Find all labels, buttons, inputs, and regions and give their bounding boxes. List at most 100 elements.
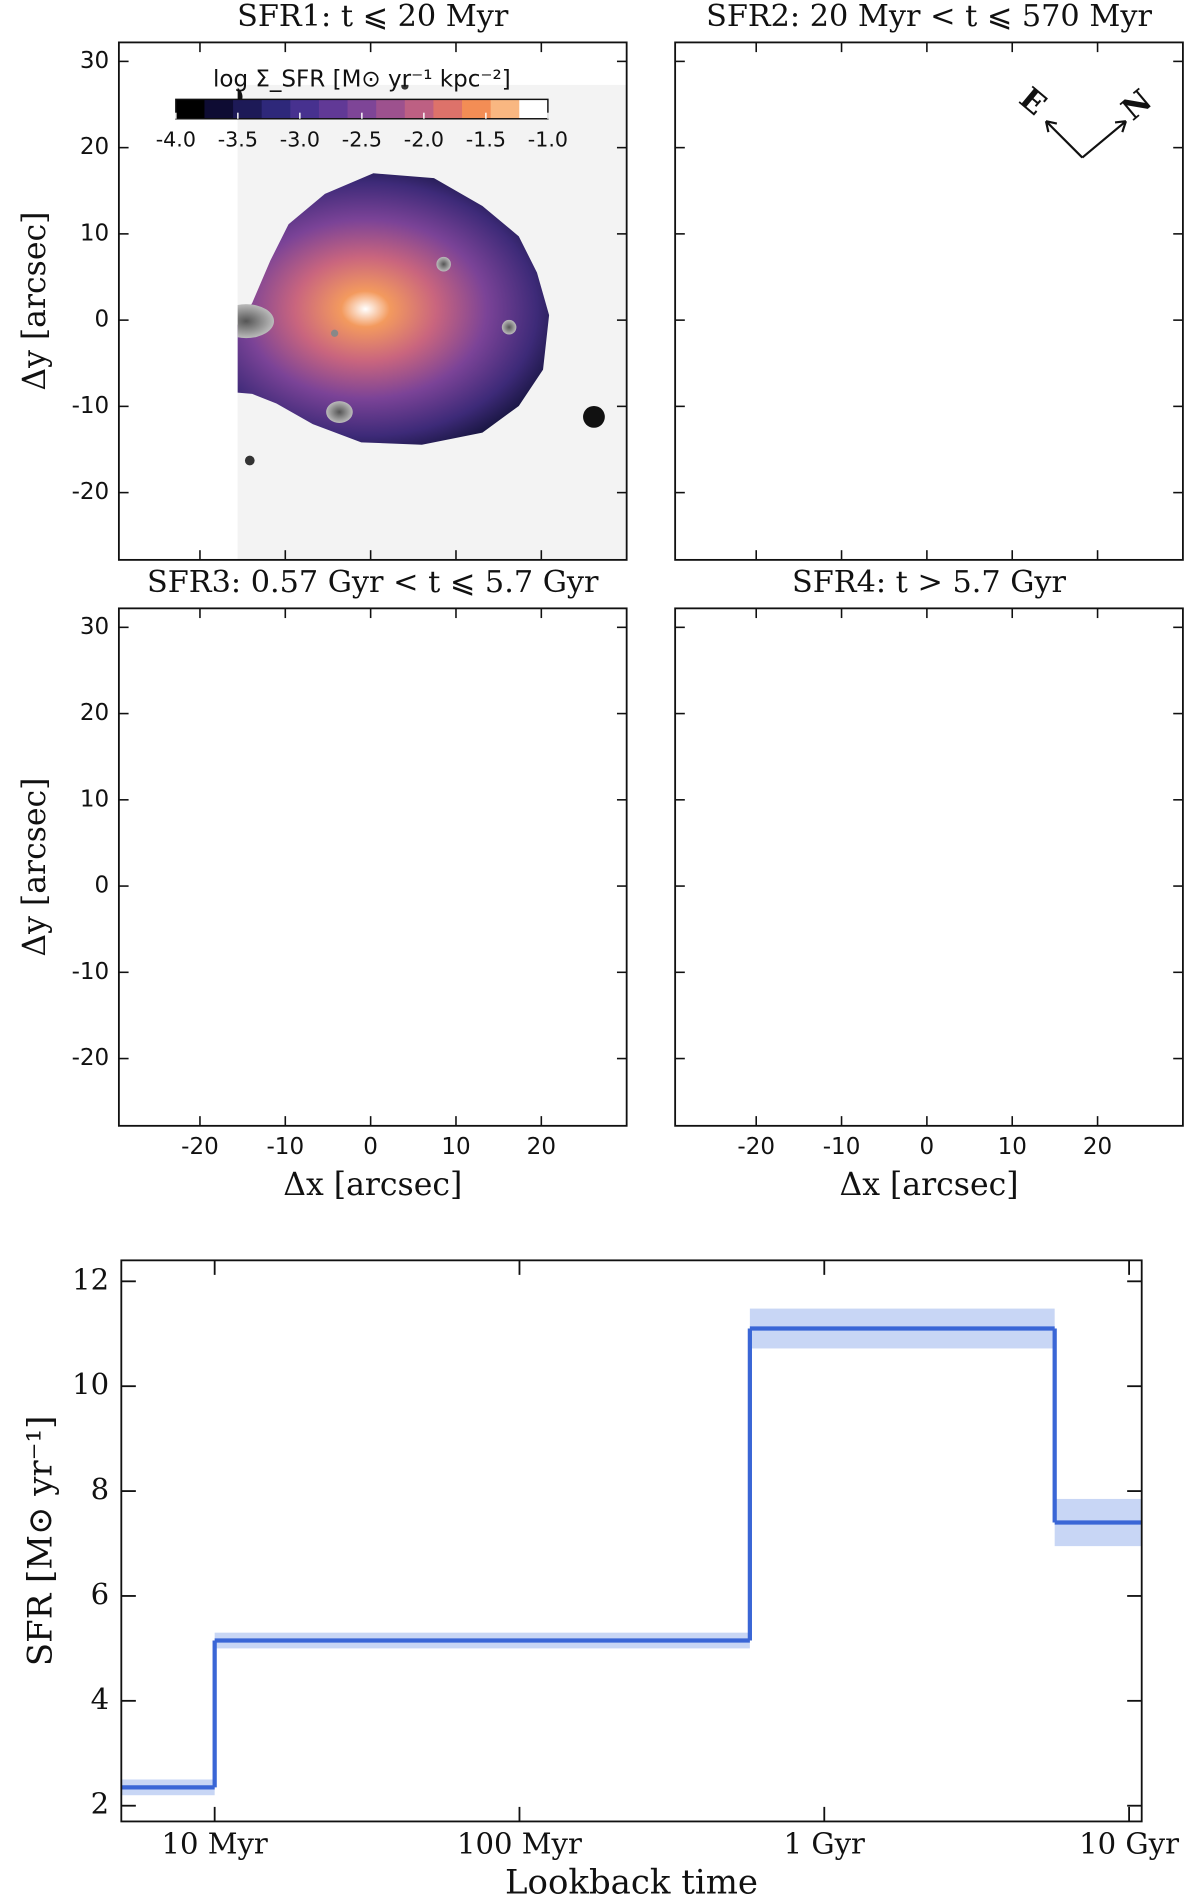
foreground-galaxy bbox=[775, 870, 831, 904]
colorbar-tick-label: -3.5 bbox=[218, 128, 258, 152]
y-tick-label: 6 bbox=[91, 1577, 110, 1611]
axes-frame bbox=[120, 1259, 1143, 1823]
x-axis-label: Lookback time bbox=[505, 1863, 758, 1899]
colorbar-segment bbox=[204, 99, 234, 119]
star bbox=[331, 896, 338, 903]
y-axis-label: SFR [M⊙ yr⁻¹] bbox=[22, 1416, 61, 1666]
y-tick-label: 20 bbox=[80, 134, 109, 160]
colorbar-segment bbox=[376, 99, 406, 119]
star bbox=[583, 972, 605, 994]
x-tick-label: -20 bbox=[737, 1134, 775, 1160]
colorbar-tick-label: -4.0 bbox=[156, 128, 196, 152]
star bbox=[801, 456, 811, 466]
star bbox=[777, 652, 799, 674]
colorbar-segment bbox=[433, 99, 463, 119]
y-tick-label: -10 bbox=[72, 393, 110, 419]
x-tick-label: 20 bbox=[1083, 1134, 1112, 1160]
colorbar-tick-label: -2.5 bbox=[342, 128, 382, 152]
y-tick-label: 10 bbox=[72, 1367, 109, 1401]
y-tick-label: -20 bbox=[72, 1045, 110, 1071]
axes-frame bbox=[117, 607, 628, 1127]
star bbox=[401, 648, 408, 655]
foreground-galaxy bbox=[237, 304, 274, 339]
y-tick-label: 20 bbox=[80, 700, 109, 726]
foreground-star bbox=[502, 886, 517, 901]
y-tick-label: 30 bbox=[80, 48, 109, 74]
colorbar-tick-label: -1.5 bbox=[466, 128, 506, 152]
colorbar-segment bbox=[318, 99, 349, 119]
map bbox=[119, 608, 627, 1125]
galaxy bbox=[738, 739, 1105, 1010]
colorbar-segment bbox=[290, 99, 320, 119]
star bbox=[958, 82, 965, 89]
axes-frame bbox=[117, 41, 628, 561]
y-tick-label: 4 bbox=[91, 1682, 110, 1716]
x-tick-label: 0 bbox=[363, 1134, 378, 1160]
panel-title: SFR4: t > 5.7 Gyr bbox=[792, 565, 1067, 600]
panel-title: SFR2: 20 Myr < t ⩽ 570 Myr bbox=[706, 0, 1152, 34]
foreground-star bbox=[1058, 886, 1073, 901]
foreground-star bbox=[993, 257, 1008, 272]
star bbox=[801, 1022, 811, 1032]
y-tick-label: -10 bbox=[72, 959, 110, 985]
x-tick-label: -10 bbox=[823, 1134, 861, 1160]
map bbox=[237, 84, 627, 560]
y-tick-label: 0 bbox=[95, 873, 110, 899]
y-tick-label: 0 bbox=[95, 307, 110, 333]
galaxy bbox=[738, 173, 1105, 444]
colorbar-segment bbox=[404, 99, 435, 119]
colorbar-segment bbox=[261, 99, 291, 119]
compass bbox=[1044, 120, 1127, 159]
x-tick-label: 1 Gyr bbox=[784, 1827, 865, 1861]
y-tick-label: 12 bbox=[72, 1262, 109, 1296]
map-background bbox=[675, 42, 1183, 559]
colorbar-segment bbox=[490, 99, 520, 119]
compass-label: E bbox=[1012, 81, 1052, 123]
star bbox=[1139, 972, 1161, 994]
x-tick-label: -10 bbox=[267, 1134, 305, 1160]
colorbar-tick-label: -3.0 bbox=[280, 128, 320, 152]
foreground-star bbox=[436, 256, 451, 272]
foreground-galaxy bbox=[326, 967, 353, 989]
colorbar-segment bbox=[175, 99, 206, 119]
x-tick-label: 0 bbox=[920, 1134, 935, 1160]
galaxy bbox=[237, 173, 550, 445]
x-axis-label: Δx [arcsec] bbox=[283, 1167, 462, 1203]
y-tick-label: 10 bbox=[80, 786, 109, 812]
x-tick-label: 20 bbox=[527, 1134, 556, 1160]
map bbox=[675, 42, 1183, 559]
star bbox=[401, 84, 409, 90]
colorbar-tick-label: -2.0 bbox=[404, 128, 444, 152]
y-tick-label: -20 bbox=[72, 479, 110, 505]
map bbox=[675, 608, 1183, 1125]
foreground-star bbox=[993, 823, 1008, 838]
y-axis-label: Δy [arcsec] bbox=[17, 778, 53, 957]
star bbox=[777, 86, 799, 108]
foreground-galaxy bbox=[218, 870, 274, 904]
x-tick-label: 10 Gyr bbox=[1079, 1827, 1179, 1861]
colorbar-segment bbox=[233, 99, 263, 119]
axes-frame bbox=[674, 607, 1184, 1127]
star bbox=[245, 1022, 255, 1032]
colorbar-segment bbox=[347, 99, 377, 119]
star bbox=[583, 405, 605, 428]
foreground-star bbox=[1058, 320, 1073, 335]
star bbox=[958, 648, 965, 655]
foreground-star bbox=[501, 319, 517, 335]
star bbox=[887, 330, 894, 337]
colorbar-label: log Σ_SFR [M⊙ yr⁻¹ kpc⁻²] bbox=[213, 66, 511, 92]
foreground-star bbox=[436, 823, 451, 838]
y-tick-label: 10 bbox=[80, 220, 109, 246]
x-tick-label: 10 bbox=[998, 1134, 1027, 1160]
y-axis-label: Δy [arcsec] bbox=[17, 212, 53, 391]
panel-title: SFR3: 0.57 Gyr < t ⩽ 5.7 Gyr bbox=[147, 565, 599, 600]
colorbar-tick-label: -1.0 bbox=[528, 128, 568, 152]
panel-title: SFR1: t ⩽ 20 Myr bbox=[237, 0, 509, 34]
star bbox=[221, 652, 243, 674]
x-axis-label: Δx [arcsec] bbox=[839, 1167, 1018, 1203]
y-tick-label: 8 bbox=[91, 1472, 110, 1506]
star bbox=[244, 455, 255, 466]
star bbox=[1139, 406, 1161, 428]
x-tick-label: 10 Myr bbox=[161, 1827, 267, 1861]
map-background bbox=[675, 608, 1183, 1125]
